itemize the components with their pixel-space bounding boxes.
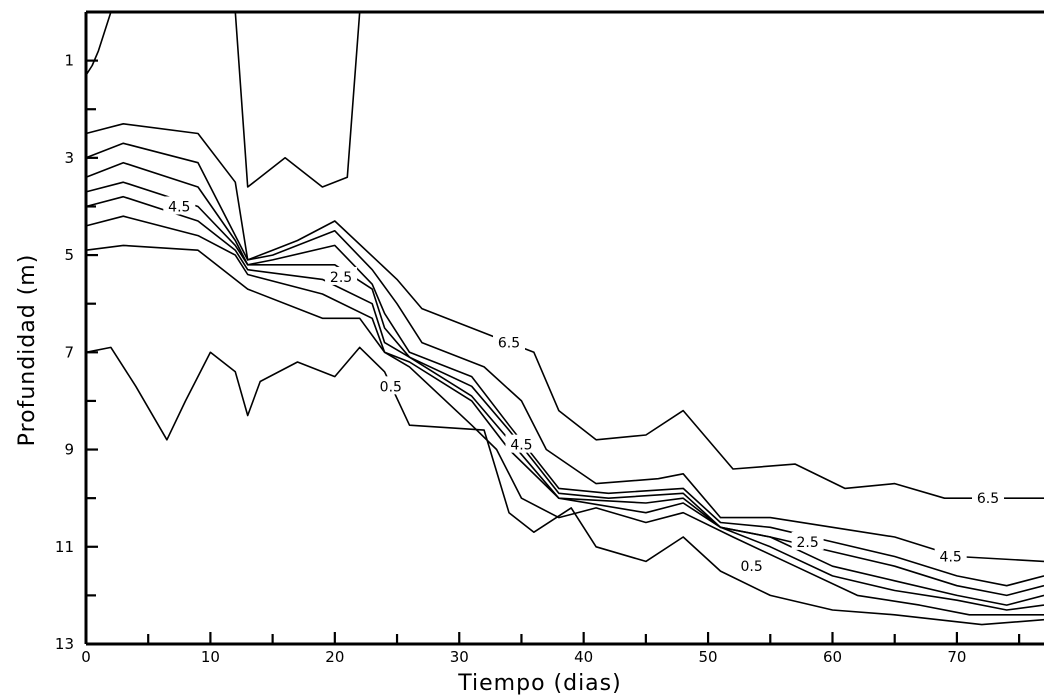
y-tick-label: 5 [64,246,74,264]
contour-label: 4.5 [168,199,190,215]
contour-label: 0.5 [740,559,762,575]
contour-label-bg [505,434,538,453]
contour-label: 4.5 [940,549,962,565]
contour-line [85,11,361,188]
x-tick-label: 30 [450,648,469,666]
x-tick-label: 70 [947,648,966,666]
x-tick-label: 50 [699,648,718,666]
contour-label-bg [374,376,407,395]
axes [84,10,1044,646]
y-tick-label: 9 [64,441,74,459]
y-axis-title: Profundidad (m) [15,254,40,447]
contour-line [85,244,1044,616]
contour-label: 2.5 [330,270,352,286]
contour-labels: 4.5 2.5 6.5 0.5 4.5 6.5 2.5 0.5 4.5 [163,196,1005,575]
y-tick-label: 7 [64,343,74,361]
y-tick-label: 11 [55,538,74,556]
contour-label: 4.5 [510,438,532,454]
contour-line [85,346,1044,626]
x-axis-title: Tiempo (dias) [457,671,621,696]
contour-label-bg [735,556,768,575]
contour-lines [85,11,1044,626]
x-tick-label: 20 [325,648,344,666]
contour-label: 6.5 [977,491,999,507]
contour-line [85,195,1044,606]
contour-label-bg [934,546,967,565]
y-tick-label: 13 [55,635,74,653]
y-tick-label: 3 [64,149,74,167]
x-tick-label: 60 [823,648,842,666]
contour-line [85,161,1044,587]
x-tick-label: 40 [574,648,593,666]
contour-label-bg [791,531,824,550]
y-tick-label: 1 [64,52,74,70]
x-tick-label: 10 [201,648,220,666]
contour-label-bg [163,196,196,215]
x-tick-label: 0 [81,648,91,666]
contour-label-bg [972,488,1005,507]
contour-line [85,142,1044,563]
contour-line [85,181,1044,597]
contour-label-bg [325,266,358,285]
contour-label: 2.5 [796,535,818,551]
contour-line [85,123,1044,500]
contour-label: 6.5 [498,336,520,352]
contour-label: 0.5 [380,379,402,395]
contour-label-bg [493,332,526,351]
